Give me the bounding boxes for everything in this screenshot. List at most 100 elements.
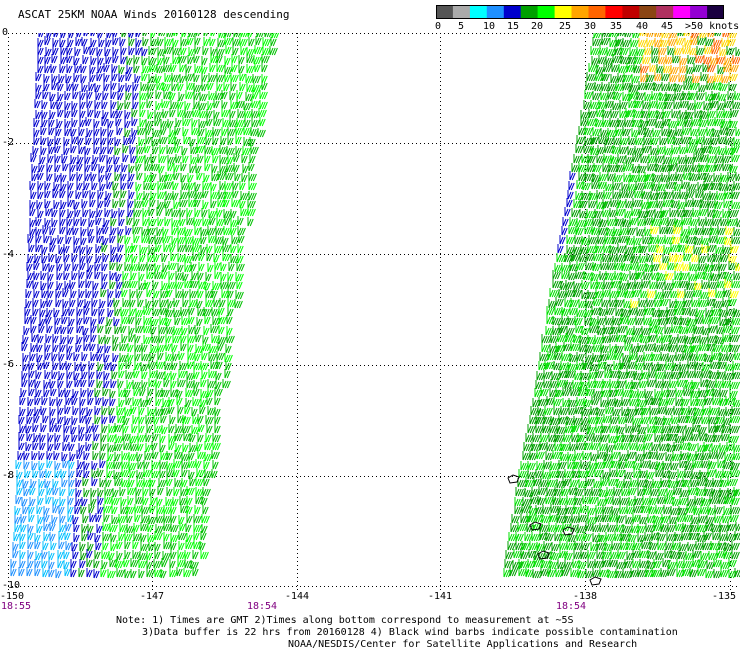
wind-barb	[660, 216, 669, 226]
wind-barb	[699, 118, 708, 128]
wind-barb	[535, 380, 544, 390]
wind-barb	[682, 262, 691, 272]
wind-barb	[587, 117, 599, 127]
wind-barb	[524, 532, 533, 542]
wind-barb	[108, 406, 115, 416]
wind-barb	[86, 407, 93, 417]
wind-barb	[85, 289, 92, 299]
wind-barb	[625, 155, 634, 165]
wind-barb	[132, 91, 139, 101]
wind-barb	[48, 568, 55, 578]
wind-barb	[83, 45, 90, 55]
wind-barb	[180, 173, 187, 183]
wind-barb	[134, 352, 141, 362]
wind-barb	[583, 100, 592, 110]
wind-barb	[112, 54, 119, 64]
wind-barb	[713, 433, 722, 443]
wind-barb	[26, 567, 33, 577]
wind-barb	[683, 208, 695, 218]
wind-barb	[238, 64, 245, 74]
wind-barb	[144, 280, 151, 290]
wind-barb	[587, 559, 599, 569]
time-label-1: 18:54	[246, 601, 278, 612]
wind-barb	[657, 495, 669, 505]
wind-barb	[600, 261, 609, 271]
wind-barb	[543, 460, 552, 470]
wind-barb	[553, 397, 562, 407]
wind-barb	[633, 109, 645, 119]
wind-barb	[87, 396, 94, 406]
wind-barb	[181, 33, 187, 38]
wind-barb	[163, 514, 172, 524]
wind-barb	[641, 406, 650, 416]
wind-barb	[37, 55, 44, 65]
wind-barb	[704, 173, 713, 183]
wind-barb	[50, 236, 57, 246]
wind-barb	[200, 235, 207, 245]
wind-barb	[564, 207, 571, 217]
wind-barb	[204, 315, 211, 325]
wind-barb	[157, 190, 166, 200]
wind-barb	[691, 33, 700, 39]
wind-barb	[236, 90, 243, 100]
wind-barb	[707, 243, 716, 253]
wind-barb	[78, 270, 85, 280]
wind-barb	[214, 407, 221, 417]
wind-barb	[701, 280, 710, 290]
wind-barb	[632, 153, 641, 163]
wind-barb	[194, 226, 201, 236]
wind-barb	[663, 416, 672, 426]
wind-barb	[114, 442, 123, 452]
wind-barb	[97, 496, 104, 506]
wind-barb	[718, 146, 727, 156]
wind-barb	[674, 271, 683, 281]
wind-barb	[92, 441, 99, 451]
wind-barb	[163, 505, 172, 515]
wind-barb	[52, 189, 59, 199]
wind-barb	[170, 100, 179, 110]
wind-barb	[655, 370, 667, 380]
wind-barb	[145, 443, 152, 453]
wind-barb	[80, 378, 87, 388]
wind-barb	[141, 352, 150, 362]
wind-barb	[197, 289, 204, 299]
wind-barb	[132, 415, 139, 425]
wind-barb	[123, 558, 130, 568]
wind-barb	[573, 281, 582, 291]
wind-barb	[247, 207, 256, 217]
wind-barb	[34, 407, 41, 417]
wind-barb	[662, 424, 674, 434]
wind-barb	[201, 514, 210, 524]
wind-barb	[117, 101, 124, 111]
wind-barb	[135, 495, 144, 505]
wind-barb	[729, 343, 740, 353]
legend-swatch	[622, 5, 640, 19]
wind-barb	[675, 127, 684, 137]
wind-barb	[662, 289, 671, 299]
wind-barb	[730, 108, 739, 118]
wind-barb	[607, 261, 619, 271]
wind-barb	[79, 118, 86, 128]
wind-barb	[159, 434, 166, 444]
wind-barb	[731, 279, 740, 289]
wind-barb	[85, 442, 92, 452]
wind-barb	[574, 496, 583, 506]
wind-barb	[29, 486, 36, 496]
wind-barb	[591, 56, 600, 66]
wind-barb	[39, 433, 46, 443]
wind-barb	[202, 505, 209, 515]
wind-barb	[169, 559, 176, 569]
wind-barb	[720, 568, 729, 578]
wind-barb	[240, 191, 249, 201]
wind-barb	[75, 478, 82, 488]
wind-map-plot	[8, 33, 740, 590]
wind-barb	[22, 479, 29, 489]
legend-label: 40	[635, 21, 649, 32]
wind-barb	[105, 325, 112, 335]
wind-barb	[165, 317, 172, 327]
wind-barb	[699, 207, 708, 217]
wind-barb	[194, 325, 201, 335]
wind-barb	[79, 414, 86, 424]
wind-barb	[178, 92, 185, 102]
wind-barb	[665, 271, 674, 281]
